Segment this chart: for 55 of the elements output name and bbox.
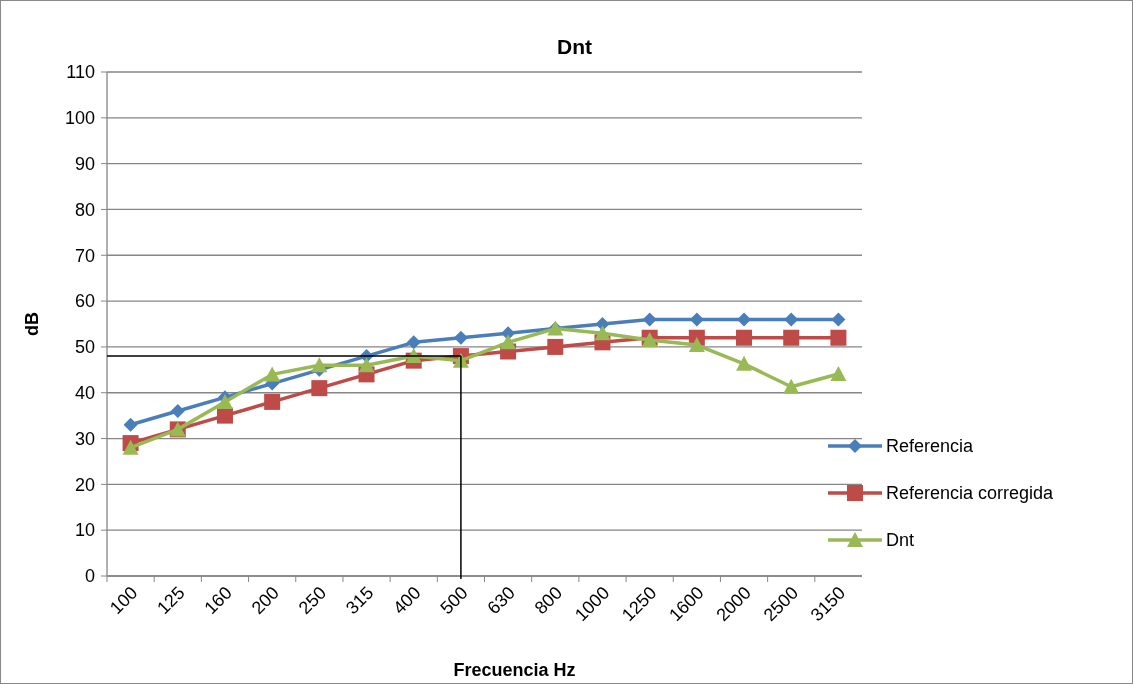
point	[264, 366, 281, 382]
point	[642, 312, 657, 327]
x-tick-label: 250	[294, 582, 331, 619]
point	[830, 329, 847, 346]
legend-label: Referencia corregida	[886, 483, 1055, 504]
point	[783, 378, 800, 394]
y-axis-title: dB	[22, 312, 42, 336]
point	[358, 357, 375, 373]
y-tick-label: 0	[84, 566, 95, 587]
y-tick-label: 50	[74, 337, 95, 358]
point	[831, 312, 846, 327]
point	[311, 380, 328, 397]
x-tick-label: 200	[247, 582, 283, 619]
point	[311, 357, 328, 373]
y-tick-label: 90	[74, 153, 95, 174]
point	[264, 393, 281, 410]
point	[453, 330, 468, 345]
legend-label: Referencia	[886, 436, 975, 457]
y-tick-label: 80	[74, 199, 95, 220]
point	[830, 365, 847, 381]
y-tick-label: 100	[64, 108, 95, 129]
y-tick-label: 30	[74, 428, 95, 449]
y-tick-label: 110	[66, 62, 95, 83]
point	[123, 417, 138, 432]
x-axis-title: Frecuencia Hz	[453, 660, 576, 680]
point	[122, 439, 139, 455]
chart-title: Dnt	[557, 35, 592, 58]
x-tick-label: 400	[389, 582, 425, 619]
point	[689, 312, 704, 327]
point	[736, 329, 753, 346]
x-tick-label: 315	[341, 582, 378, 619]
x-tick-label: 160	[200, 582, 236, 619]
point	[594, 325, 611, 341]
x-tick-label: 500	[436, 582, 472, 619]
point	[688, 337, 705, 353]
point	[547, 338, 564, 355]
point	[783, 329, 800, 346]
x-tick-label: 800	[530, 582, 567, 619]
point	[216, 407, 233, 424]
point	[406, 335, 421, 350]
legend-label: Dnt	[886, 530, 915, 551]
point	[736, 355, 753, 371]
y-tick-label: 70	[74, 245, 95, 266]
x-tick-label: 100	[106, 582, 142, 619]
y-tick-label: 40	[74, 383, 95, 404]
point	[216, 393, 233, 409]
point	[170, 404, 185, 419]
point	[500, 334, 517, 350]
y-tick-label: 20	[74, 474, 95, 495]
x-tick-label: 125	[153, 582, 189, 619]
x-tick-label: 630	[483, 582, 519, 619]
point	[784, 312, 799, 327]
y-tick-label: 10	[74, 520, 95, 541]
y-tick-label: 60	[74, 291, 95, 312]
point	[737, 312, 752, 327]
